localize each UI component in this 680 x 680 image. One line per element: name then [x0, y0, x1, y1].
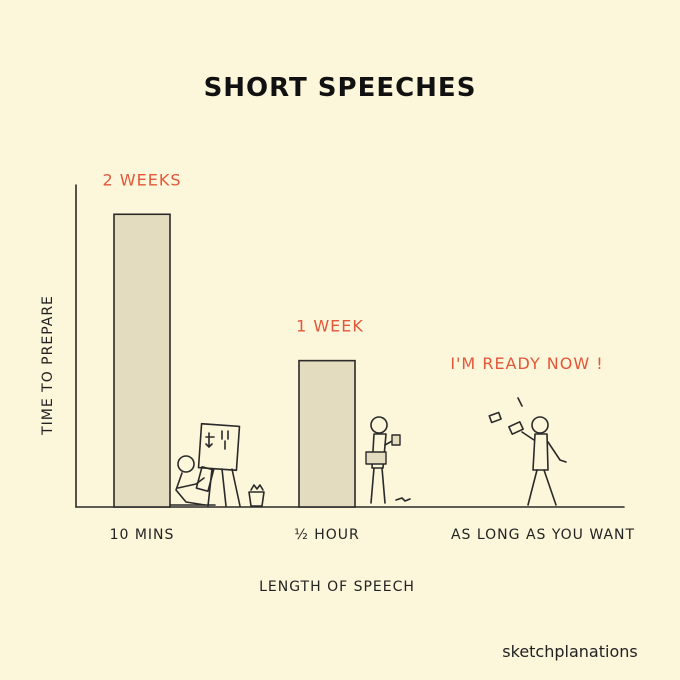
bar-1	[113, 213, 171, 508]
data-label-1: 2 WEEKS	[103, 170, 182, 189]
data-label-3: I'M READY NOW !	[450, 354, 603, 373]
bar-2	[298, 359, 356, 508]
tick-labels-group: 10 MINS ½ HOUR AS LONG AS YOU WANT	[110, 527, 635, 543]
chart-title: SHORT SPEECHES	[204, 73, 477, 103]
credit-label: sketchplanations	[502, 642, 637, 661]
x-axis-label: LENGTH OF SPEECH	[259, 579, 415, 595]
data-label-2: 1 WEEK	[296, 317, 364, 336]
x-tick-label-2: ½ HOUR	[294, 527, 360, 543]
bars-group	[113, 213, 356, 508]
person-tossing-cards-icon	[488, 397, 567, 506]
x-tick-label-1: 10 MINS	[110, 527, 175, 543]
x-tick-label-3: AS LONG AS YOU WANT	[451, 527, 635, 543]
person-writing-at-flipchart-icon	[169, 422, 265, 507]
y-axis-label: TIME TO PREPARE	[40, 295, 56, 436]
data-labels-group: 2 WEEKS 1 WEEK I'M READY NOW !	[103, 170, 603, 373]
person-holding-notes-icon	[365, 416, 411, 504]
